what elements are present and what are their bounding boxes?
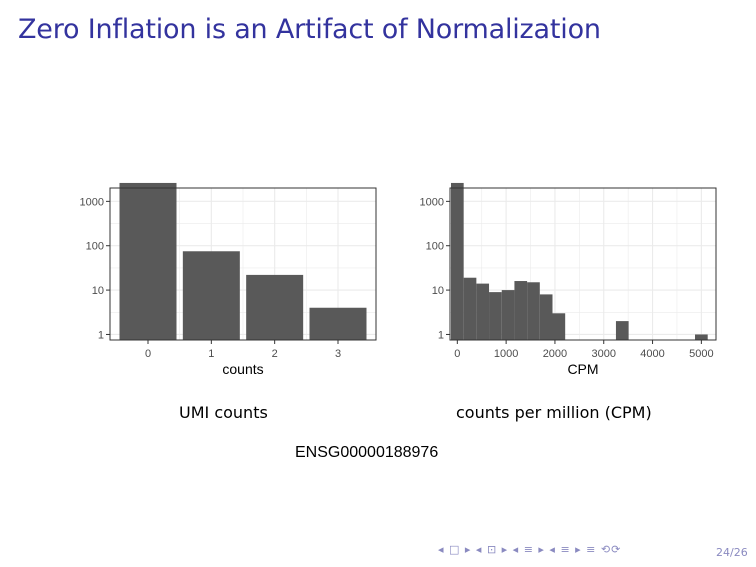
x-tick-label: 2000	[543, 348, 567, 360]
histogram-bar	[539, 294, 553, 340]
histogram-bar	[615, 321, 629, 340]
histogram-bar	[527, 282, 540, 340]
histogram-bar	[489, 292, 502, 340]
y-axis: 1 10 100 1000	[420, 196, 450, 341]
slide-title: Zero Inflation is an Artifact of Normali…	[18, 14, 601, 45]
panel-border	[109, 187, 377, 341]
bar	[309, 307, 367, 340]
x-tick-label: 3000	[592, 348, 616, 360]
umi-counts-chart: 1 10 100 1000 0 1 2 3 counts	[80, 182, 377, 377]
histogram-bar	[514, 281, 528, 340]
x-tick-label: 3	[335, 348, 341, 360]
y-tick-label: 10	[432, 285, 444, 297]
histogram-bar	[476, 283, 490, 340]
y-tick-label: 1	[438, 329, 444, 341]
bars	[119, 182, 367, 340]
bar	[246, 274, 304, 340]
y-tick-label: 1000	[80, 196, 104, 208]
y-tick-label: 1000	[420, 196, 444, 208]
bar	[182, 251, 240, 340]
x-tick-label: 5000	[689, 348, 713, 360]
x-tick-label: 4000	[640, 348, 664, 360]
page-number: 24/26	[716, 546, 748, 559]
histogram-bar	[463, 277, 477, 340]
y-tick-label: 100	[426, 241, 444, 253]
beamer-navigation-controls[interactable]: ◂ □ ▸ ◂ ⊡ ▸ ◂ ≡ ▸ ◂ ≡ ▸ ≡ ⟲⟳	[438, 543, 622, 556]
x-tick-label: 0	[454, 348, 460, 360]
y-axis: 1 10 100 1000	[80, 196, 110, 341]
y-tick-label: 10	[92, 285, 104, 297]
umi-caption: UMI counts	[179, 403, 268, 422]
x-axis-title: CPM	[567, 361, 598, 377]
bars	[450, 182, 708, 340]
x-tick-label: 1	[208, 348, 214, 360]
x-axis: 0 1000 2000 3000 4000 5000	[454, 340, 714, 360]
histogram-bar	[552, 313, 566, 340]
x-axis-title: counts	[222, 361, 263, 377]
x-axis: 0 1 2 3	[145, 340, 341, 360]
histogram-bar	[695, 334, 708, 340]
x-tick-label: 1000	[494, 348, 518, 360]
x-tick-label: 2	[272, 348, 278, 360]
cpm-caption: counts per million (CPM)	[456, 403, 652, 422]
y-tick-label: 100	[86, 241, 104, 253]
gene-id: ENSG00000188976	[295, 444, 439, 461]
bar	[119, 182, 177, 340]
cpm-histogram-chart: 1 10 100 1000 0 1000 2000 3000 4000 5000 CPM	[420, 182, 717, 377]
panel-border	[449, 187, 717, 341]
histogram-bar	[501, 290, 515, 340]
x-tick-label: 0	[145, 348, 151, 360]
y-tick-label: 1	[98, 329, 104, 341]
histogram-bar	[450, 182, 464, 340]
